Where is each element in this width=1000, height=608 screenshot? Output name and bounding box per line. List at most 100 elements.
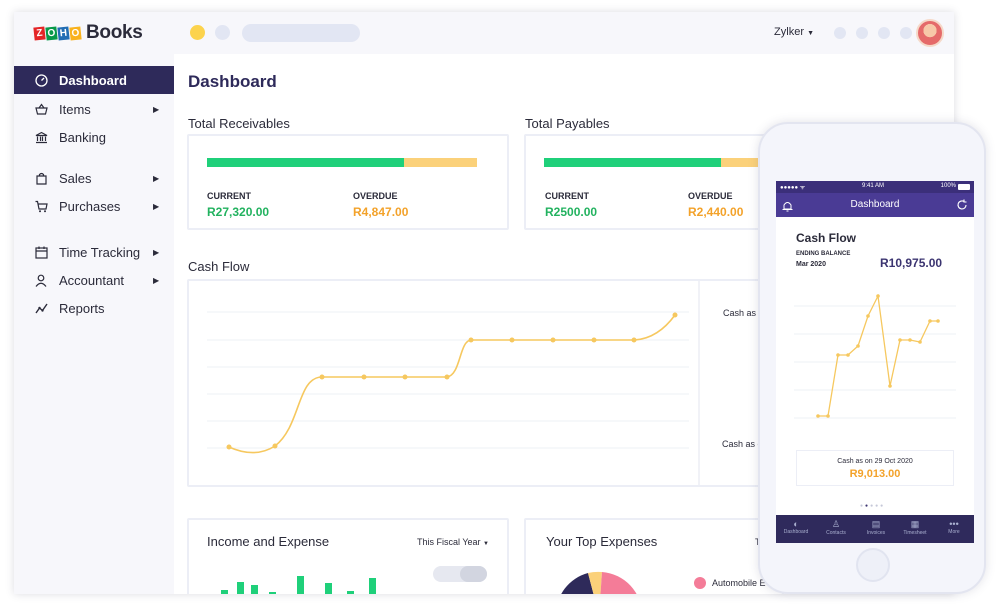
data-point xyxy=(898,338,902,342)
battery-icon xyxy=(958,184,970,190)
contact-icon: ♙ xyxy=(831,519,841,529)
cash-flow-card[interactable]: Cash as o Cash as o xyxy=(187,279,787,487)
sidebar-item-label: Sales xyxy=(59,170,92,186)
tab-dashboard[interactable]: ◐ Dashboard xyxy=(776,515,816,543)
caret-right-icon: ▶ xyxy=(153,247,160,257)
sidebar-item-dashboard[interactable]: Dashboard xyxy=(14,66,174,94)
payables-title: Total Payables xyxy=(525,116,610,131)
sidebar-item-purchases[interactable]: Purchases ▶ xyxy=(14,192,174,220)
sidebar-item-label: Reports xyxy=(59,300,105,316)
receivables-current-bar xyxy=(207,158,404,167)
sidebar-item-label: Time Tracking xyxy=(59,244,141,260)
header-icon[interactable] xyxy=(878,27,890,39)
bar xyxy=(221,590,228,594)
payables-card[interactable]: CURRENT R2500.00 OVERDUE R2,440.00 xyxy=(524,134,784,230)
data-point xyxy=(550,337,556,343)
data-point xyxy=(856,344,860,348)
logo-letter: H xyxy=(57,25,70,41)
sidebar-item-accountant[interactable]: Accountant ▶ xyxy=(14,266,174,294)
signal-icon: ●●●●● ᯤ xyxy=(780,185,806,191)
sidebar-item-items[interactable]: Items ▶ xyxy=(14,95,174,123)
cash-flow-gridlines xyxy=(207,311,689,449)
cash-flow-line xyxy=(228,314,676,454)
sidebar-item-label: Items xyxy=(59,101,91,117)
data-point xyxy=(876,294,880,298)
tab-more[interactable]: ••• More xyxy=(934,515,974,543)
zoho-books-logo[interactable]: Z O H O Books xyxy=(33,22,143,44)
data-point xyxy=(816,414,820,418)
cash-flow-label-bottom: Cash as o xyxy=(722,439,763,449)
top-expenses-title: Your Top Expenses xyxy=(546,534,658,549)
refresh-icon[interactable] xyxy=(956,198,968,216)
yellow-dot-icon[interactable] xyxy=(190,25,205,40)
calendar-icon: ▦ xyxy=(910,519,920,529)
sidebar-item-sales[interactable]: Sales ▶ xyxy=(14,164,174,192)
cash-as-on-value: R9,013.00 xyxy=(849,468,901,480)
caret-right-icon: ▶ xyxy=(153,173,160,183)
phone-card-title: Cash Flow xyxy=(796,231,857,245)
receivables-card[interactable]: CURRENT R27,320.00 OVERDUE R4,847.00 xyxy=(187,134,509,230)
carousel-dots[interactable]: ●●●●● xyxy=(860,503,886,509)
phone-tab-bar: ◐ Dashboard ♙ Contacts ▤ Invoices ▦ Timeshee… xyxy=(776,515,974,543)
search-placeholder-bar[interactable] xyxy=(242,24,360,42)
bar xyxy=(297,576,304,594)
invoice-icon: ▤ xyxy=(871,519,881,529)
bar xyxy=(347,591,354,594)
legend-label: Automobile E xyxy=(712,578,766,588)
caret-right-icon: ▶ xyxy=(153,104,160,114)
org-switcher[interactable]: Zylker ▼ xyxy=(774,26,814,38)
phone-cash-flow-points xyxy=(816,294,940,418)
data-point xyxy=(672,312,678,318)
tab-invoices[interactable]: ▤ Invoices xyxy=(856,515,896,543)
fiscal-year-dropdown[interactable]: This Fiscal Year ▼ xyxy=(417,537,489,547)
phone-screen: ●●●●● ᯤ 9:41 AM 100% Dashboard Cash Flow… xyxy=(776,181,974,543)
phone-header-title: Dashboard xyxy=(850,199,900,210)
bank-icon xyxy=(34,130,48,144)
org-name: Zylker xyxy=(774,26,804,38)
status-time: 9:41 AM xyxy=(862,183,885,189)
tab-label: Timesheet xyxy=(903,530,927,536)
payables-overdue-value: R2,440.00 xyxy=(688,205,744,219)
sidebar-item-reports[interactable]: Reports xyxy=(14,294,174,322)
top-bar: Z O H O Books Zylker ▼ xyxy=(14,12,954,54)
tab-label: Invoices xyxy=(866,530,886,536)
bar xyxy=(251,585,258,594)
sidebar-item-time-tracking[interactable]: Time Tracking ▶ xyxy=(14,238,174,266)
logo-letter: Z xyxy=(33,25,46,41)
data-point xyxy=(846,353,850,357)
data-point xyxy=(509,337,515,343)
header-icon[interactable] xyxy=(834,27,846,39)
calendar-icon xyxy=(34,245,48,259)
pie-slice xyxy=(588,571,602,594)
placeholder-dot-icon[interactable] xyxy=(215,25,230,40)
data-point xyxy=(836,353,840,357)
phone-header: Dashboard xyxy=(776,193,974,217)
top-expenses-card[interactable]: Your Top Expenses T Automobile E xyxy=(524,518,784,594)
data-point xyxy=(402,374,408,380)
sidebar-item-banking[interactable]: Banking xyxy=(14,123,174,151)
person-icon xyxy=(34,273,48,287)
bar xyxy=(237,582,244,594)
caret-down-icon: ▼ xyxy=(483,541,489,547)
bell-icon[interactable] xyxy=(782,199,793,217)
basket-icon xyxy=(34,102,48,116)
header-icon[interactable] xyxy=(900,27,912,39)
data-point xyxy=(918,340,922,344)
page-title: Dashboard xyxy=(188,72,277,91)
tab-timesheet[interactable]: ▦ Timesheet xyxy=(895,515,935,543)
top-expenses-period[interactable]: T xyxy=(755,537,761,547)
ending-balance-label: ENDING BALANCE xyxy=(796,251,851,257)
data-point xyxy=(866,314,870,318)
avatar[interactable] xyxy=(916,19,944,47)
header-icon[interactable] xyxy=(856,27,868,39)
tab-label: Contacts xyxy=(826,530,846,536)
legend-swatch xyxy=(694,577,706,589)
phone-gridlines xyxy=(794,305,956,419)
chart-type-toggle[interactable] xyxy=(433,566,487,582)
data-point xyxy=(468,337,474,343)
phone-home-button[interactable] xyxy=(856,548,890,582)
tab-contacts[interactable]: ♙ Contacts xyxy=(816,515,856,543)
payables-overdue-label: OVERDUE xyxy=(688,191,733,201)
income-expense-card[interactable]: Income and Expense This Fiscal Year ▼ xyxy=(187,518,509,594)
top-expenses-pie xyxy=(561,571,637,594)
